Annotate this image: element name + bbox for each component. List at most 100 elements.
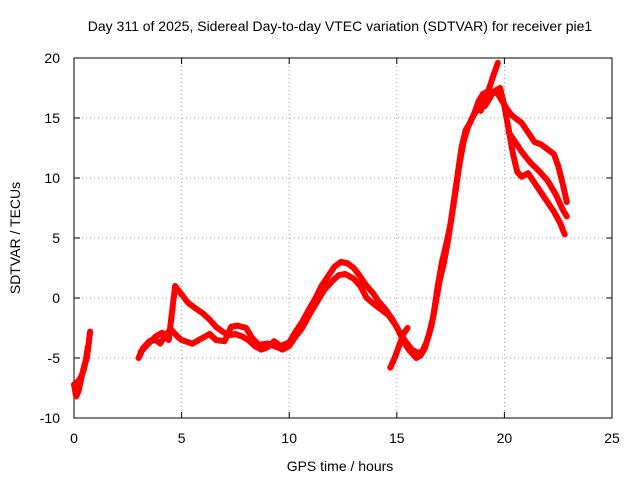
data-point bbox=[448, 217, 454, 223]
y-tick-label: 5 bbox=[52, 230, 60, 246]
x-tick-label: 25 bbox=[604, 430, 620, 446]
data-point bbox=[511, 158, 518, 165]
data-point bbox=[466, 121, 473, 128]
data-point bbox=[454, 169, 461, 175]
data-point bbox=[557, 173, 564, 180]
x-tick-label: 0 bbox=[70, 430, 78, 446]
data-point bbox=[509, 146, 516, 153]
data-point bbox=[555, 163, 562, 169]
data-point bbox=[450, 199, 457, 205]
data-point bbox=[430, 314, 436, 321]
data-point bbox=[433, 296, 440, 303]
y-tick-label: -5 bbox=[48, 350, 61, 366]
y-axis-title: SDTVAR / TECUs bbox=[7, 182, 23, 294]
data-point bbox=[560, 229, 567, 236]
data-point bbox=[437, 273, 444, 280]
data-point bbox=[438, 269, 445, 276]
data-point bbox=[86, 330, 93, 337]
data-point bbox=[559, 179, 566, 186]
data-point bbox=[459, 141, 466, 148]
data-point bbox=[549, 150, 556, 156]
data-point bbox=[562, 195, 569, 202]
x-tick-label: 10 bbox=[281, 430, 297, 446]
data-point bbox=[425, 332, 432, 339]
data-point bbox=[426, 329, 433, 336]
data-point bbox=[517, 118, 524, 125]
x-tick-label: 20 bbox=[497, 430, 513, 446]
axis-ticks: 0 5 10 15 20 25 -10 -5 0 5 10 15 20 bbox=[40, 50, 620, 446]
data-point bbox=[221, 338, 228, 345]
data-point bbox=[424, 335, 431, 342]
data-point bbox=[488, 77, 495, 84]
data-point bbox=[452, 187, 459, 193]
data-point bbox=[556, 200, 563, 207]
data-point bbox=[440, 262, 447, 269]
data-point bbox=[170, 293, 177, 300]
data-point bbox=[403, 326, 410, 333]
data-point bbox=[84, 345, 91, 352]
data-point bbox=[523, 170, 530, 177]
data-point bbox=[454, 175, 461, 181]
data-point bbox=[436, 281, 442, 288]
data-point bbox=[497, 85, 504, 91]
data-point bbox=[169, 304, 176, 311]
data-point bbox=[456, 157, 463, 163]
data-point bbox=[444, 239, 451, 246]
y-tick-label: 0 bbox=[52, 290, 60, 306]
data-point bbox=[556, 166, 563, 173]
data-point bbox=[561, 187, 568, 194]
y-tick-label: 10 bbox=[44, 170, 60, 186]
data-point bbox=[487, 82, 494, 89]
data-point bbox=[429, 319, 436, 326]
data-point bbox=[436, 277, 443, 283]
data-point bbox=[177, 336, 184, 343]
data-point bbox=[455, 163, 462, 169]
data-point bbox=[446, 229, 453, 235]
data-point bbox=[313, 293, 320, 300]
data-point bbox=[513, 165, 520, 172]
data-point bbox=[512, 161, 519, 168]
data-point bbox=[501, 103, 508, 109]
series-line bbox=[135, 88, 570, 361]
data-point bbox=[453, 181, 460, 187]
data-point bbox=[554, 194, 561, 201]
data-point bbox=[461, 130, 468, 137]
grid bbox=[74, 58, 612, 418]
data-point bbox=[315, 288, 322, 295]
chart-title: Day 311 of 2025, Sidereal Day-to-day VTE… bbox=[88, 18, 593, 34]
data-point bbox=[165, 337, 172, 343]
data-point bbox=[555, 197, 562, 204]
y-tick-label: 20 bbox=[44, 50, 60, 66]
x-axis-title: GPS time / hours bbox=[287, 458, 394, 474]
data-point bbox=[448, 211, 455, 217]
data-point bbox=[428, 323, 435, 330]
data-point bbox=[432, 301, 439, 307]
data-point bbox=[504, 122, 511, 129]
data-point bbox=[445, 235, 452, 241]
data-point bbox=[167, 326, 173, 333]
data-point bbox=[499, 95, 506, 102]
data-point bbox=[423, 338, 430, 345]
data-point bbox=[460, 134, 467, 141]
data-point bbox=[502, 107, 509, 114]
data-point bbox=[503, 112, 510, 119]
data-point bbox=[226, 326, 233, 333]
data-point bbox=[449, 205, 456, 211]
data-point bbox=[442, 249, 449, 256]
data-point bbox=[457, 151, 464, 157]
data-series bbox=[71, 59, 570, 400]
data-point bbox=[553, 191, 559, 198]
data-point bbox=[510, 151, 516, 157]
y-tick-label: -10 bbox=[40, 410, 60, 426]
data-point bbox=[498, 88, 504, 95]
data-point bbox=[431, 305, 438, 312]
data-point bbox=[558, 176, 565, 183]
data-point bbox=[458, 145, 465, 151]
x-tick-label: 15 bbox=[389, 430, 405, 446]
data-point bbox=[562, 212, 569, 218]
data-point bbox=[494, 62, 501, 69]
data-point bbox=[439, 266, 446, 273]
data-point bbox=[500, 99, 507, 106]
data-point bbox=[562, 191, 569, 198]
